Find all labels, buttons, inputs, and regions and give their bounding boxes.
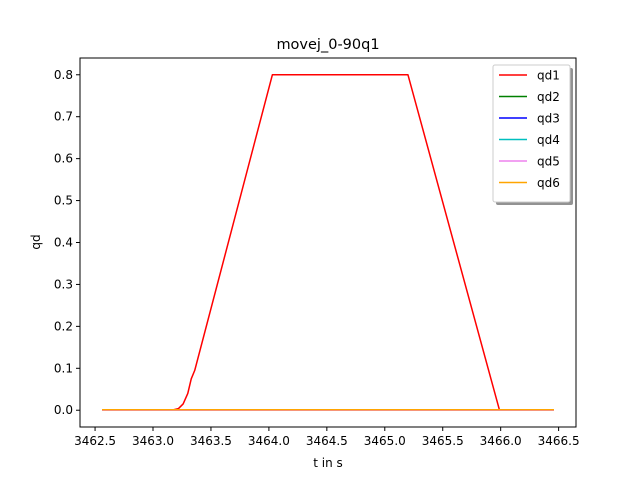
x-tick-label: 3464.0 bbox=[248, 434, 290, 448]
y-tick-label: 0.6 bbox=[54, 152, 73, 166]
y-tick-label: 0.7 bbox=[54, 110, 73, 124]
x-tick-label: 3462.5 bbox=[74, 434, 116, 448]
plot-lines bbox=[102, 74, 554, 411]
x-tick-label: 3463.5 bbox=[190, 434, 232, 448]
y-axis-label: qd bbox=[29, 234, 43, 249]
y-tick-label: 0.4 bbox=[54, 236, 73, 250]
x-tick-label: 3466.0 bbox=[480, 434, 522, 448]
legend-label-qd4: qd4 bbox=[537, 133, 560, 147]
y-tick-label: 0.3 bbox=[54, 277, 73, 291]
x-tick-label: 3463.0 bbox=[132, 434, 174, 448]
y-axis: 0.0 0.1 0.2 0.3 0.4 0.5 0.6 0.7 0.8 bbox=[54, 68, 80, 417]
y-tick-label: 0.1 bbox=[54, 361, 73, 375]
x-axis: 3462.5 3463.0 3463.5 3464.0 3464.5 3465.0 3465… bbox=[74, 427, 580, 448]
legend-label-qd3: qd3 bbox=[537, 112, 560, 126]
legend-label-qd1: qd1 bbox=[537, 69, 560, 83]
x-tick-label: 3465.0 bbox=[364, 434, 406, 448]
legend-label-qd6: qd6 bbox=[537, 176, 560, 190]
y-tick-label: 0.2 bbox=[54, 319, 73, 333]
legend-label-qd5: qd5 bbox=[537, 155, 560, 169]
y-tick-label: 0.8 bbox=[54, 68, 73, 82]
x-tick-label: 3466.5 bbox=[538, 434, 580, 448]
y-tick-label: 0.0 bbox=[54, 403, 73, 417]
legend: qd1 qd2 qd3 qd4 qd5 qd6 bbox=[492, 64, 573, 205]
legend-label-qd2: qd2 bbox=[537, 90, 560, 104]
x-tick-label: 3465.5 bbox=[422, 434, 464, 448]
legend-box bbox=[492, 64, 571, 203]
chart-title: movej_0-90q1 bbox=[276, 37, 379, 53]
x-axis-label: t in s bbox=[313, 456, 343, 470]
y-tick-label: 0.5 bbox=[54, 194, 73, 208]
x-tick-label: 3464.5 bbox=[306, 434, 348, 448]
